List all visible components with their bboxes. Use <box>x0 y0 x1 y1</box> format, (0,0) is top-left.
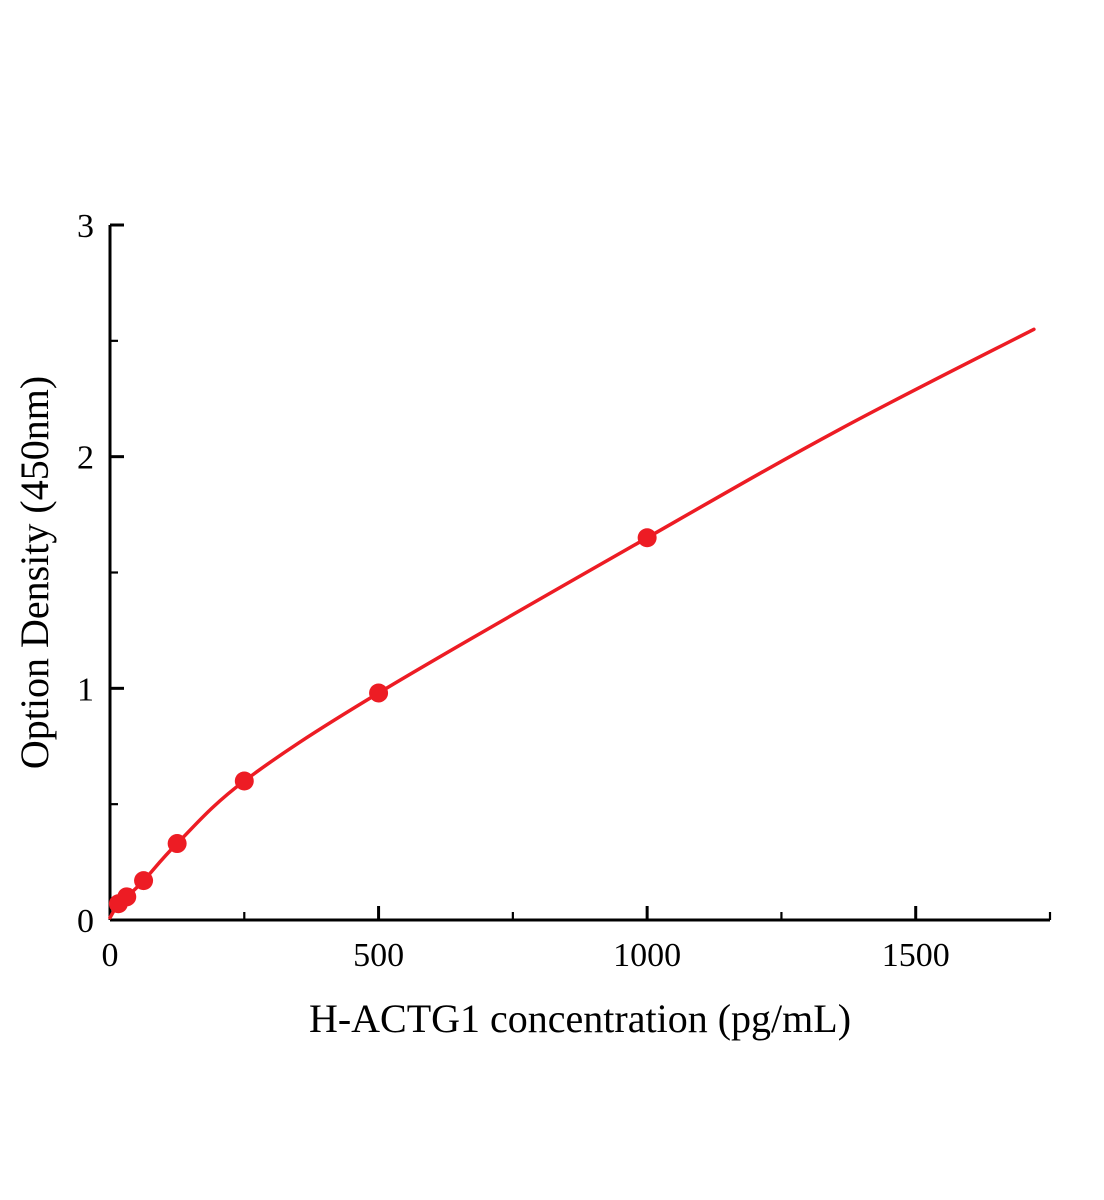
data-point-marker <box>117 887 137 907</box>
data-point-marker <box>369 683 389 703</box>
data-point-marker <box>234 771 254 791</box>
data-point-marker <box>134 871 154 891</box>
x-axis-title: H-ACTG1 concentration (pg/mL) <box>309 996 851 1041</box>
y-tick-label: 3 <box>77 208 94 245</box>
data-point-marker <box>637 528 657 548</box>
x-tick-label: 0 <box>102 937 119 974</box>
fit-curve <box>108 327 1036 920</box>
data-point-marker <box>167 834 187 854</box>
y-tick-label: 0 <box>77 903 94 940</box>
x-tick-label: 1500 <box>882 937 950 974</box>
y-axis-title: Option Density (450nm) <box>12 376 57 769</box>
y-tick-label: 2 <box>77 440 94 477</box>
x-tick-label: 500 <box>353 937 404 974</box>
y-tick-label: 1 <box>77 671 94 708</box>
x-tick-label: 1000 <box>613 937 681 974</box>
